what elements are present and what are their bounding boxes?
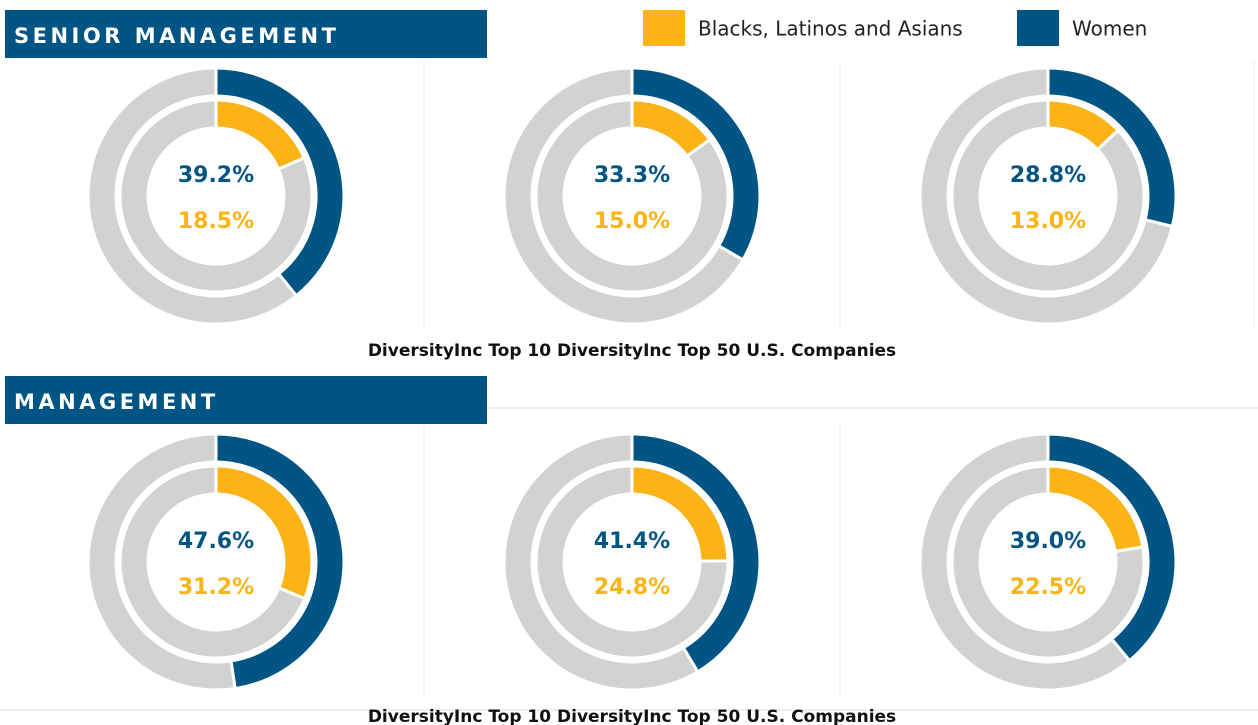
ring-segment — [630, 464, 730, 563]
value-label: 22.5% — [1010, 575, 1086, 600]
ring-remainder — [502, 432, 700, 692]
ring-remainder — [86, 432, 237, 692]
ring-segment — [630, 66, 762, 262]
ring-segment — [1046, 464, 1145, 554]
value-label: 31.2% — [178, 575, 254, 600]
legend-swatch — [1017, 10, 1059, 46]
value-label: 39.0% — [1010, 529, 1086, 554]
ring-segment — [214, 66, 346, 298]
value-label: 47.6% — [178, 529, 254, 554]
ring-segment — [630, 98, 712, 159]
ring-remainder — [950, 98, 1146, 294]
legend-label: Women — [1072, 17, 1147, 41]
legend-swatch — [643, 10, 685, 46]
section-title: MANAGEMENT — [14, 390, 219, 414]
value-label: 28.8% — [1010, 163, 1086, 188]
ring-remainder — [950, 464, 1146, 660]
value-label: 41.4% — [594, 529, 670, 554]
section-header — [5, 10, 487, 58]
caption: DiversityInc Top 10 DiversityInc Top 50 … — [368, 341, 896, 361]
caption: DiversityInc Top 10 DiversityInc Top 50 … — [368, 707, 896, 725]
ring-segment — [214, 98, 307, 171]
ring-remainder — [118, 464, 307, 660]
ring-remainder — [118, 98, 314, 294]
ring-remainder — [534, 464, 730, 660]
value-label: 39.2% — [178, 163, 254, 188]
ring-remainder — [918, 66, 1175, 326]
section-header — [5, 376, 487, 424]
ring-segment — [214, 464, 314, 601]
ring-remainder — [502, 66, 746, 326]
value-label: 33.3% — [594, 163, 670, 188]
value-label: 24.8% — [594, 575, 670, 600]
value-label: 18.5% — [178, 209, 254, 234]
ring-remainder — [534, 98, 730, 294]
section-title: SENIOR MANAGEMENT — [14, 24, 339, 48]
ring-segment — [1046, 432, 1178, 663]
ring-segment — [1046, 66, 1178, 229]
ring-segment — [214, 432, 346, 691]
value-label: 15.0% — [594, 209, 670, 234]
ring-remainder — [86, 66, 299, 326]
value-label: 13.0% — [1010, 209, 1086, 234]
ring-segment — [630, 432, 762, 674]
legend-label: Blacks, Latinos and Asians — [698, 17, 963, 41]
ring-remainder — [918, 432, 1132, 692]
ring-segment — [1046, 98, 1121, 152]
